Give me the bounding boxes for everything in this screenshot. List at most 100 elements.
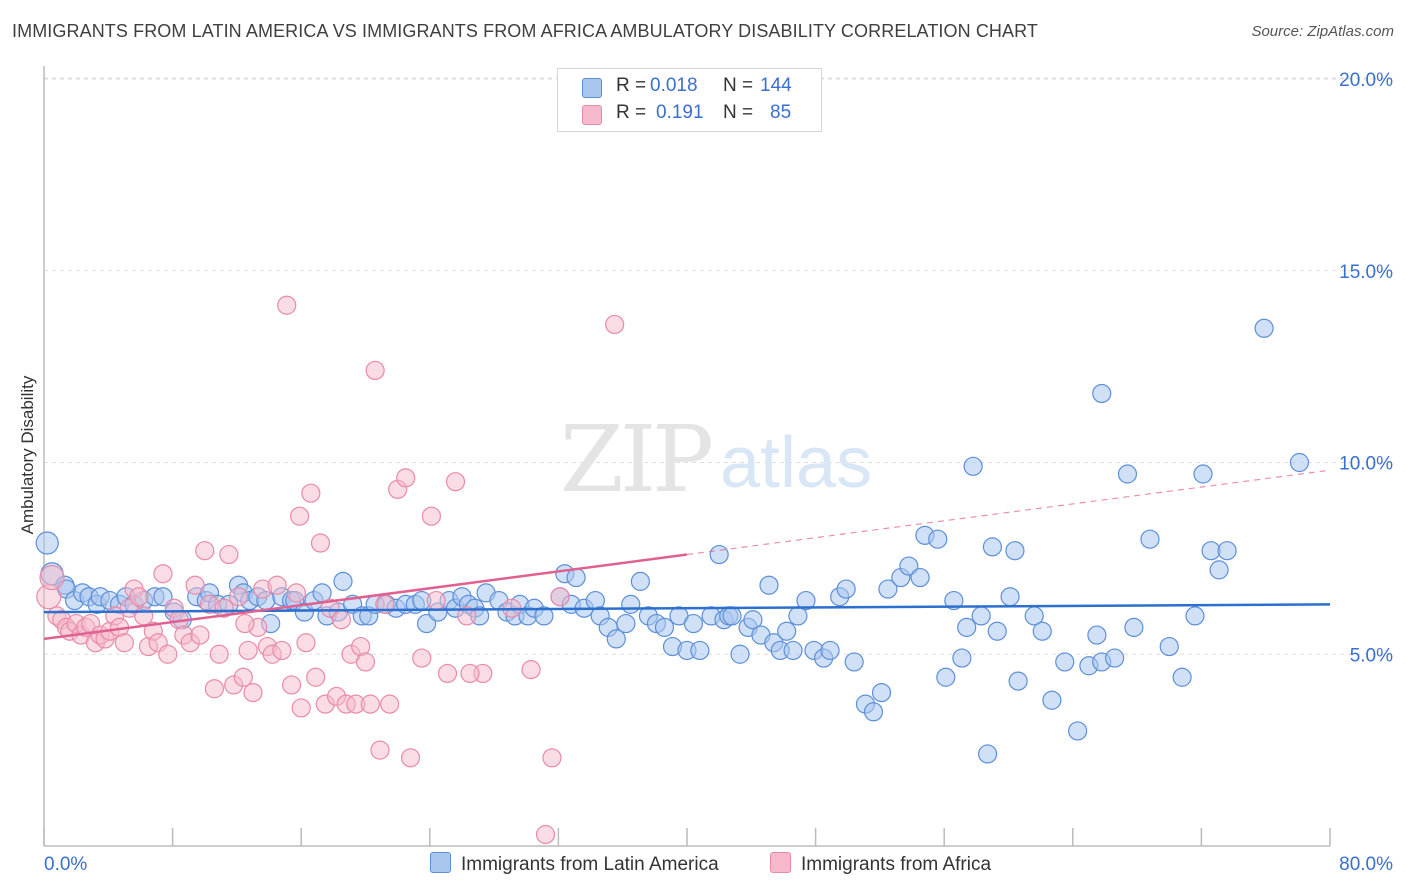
data-point-africa xyxy=(310,533,331,553)
data-point-latin-america xyxy=(844,652,864,672)
data-point-latin-america xyxy=(722,606,742,626)
data-point-latin-america xyxy=(978,744,998,764)
data-point-latin-america xyxy=(730,644,750,664)
data-point-latin-america xyxy=(1087,625,1107,645)
y-tick-label: 20.0% xyxy=(1339,70,1393,91)
data-point-latin-america xyxy=(952,648,972,668)
data-point-africa xyxy=(214,598,234,618)
trend-lines xyxy=(43,469,1331,641)
chart-title: IMMIGRANTS FROM LATIN AMERICA VS IMMIGRA… xyxy=(12,21,1038,41)
data-point-africa xyxy=(355,652,376,672)
data-point-latin-america xyxy=(836,579,856,599)
data-point-latin-america xyxy=(1092,383,1112,404)
legend-item-latin-america[interactable]: Immigrants from Latin America xyxy=(430,852,719,876)
data-point-africa xyxy=(267,575,287,595)
data-point-africa xyxy=(426,590,446,611)
data-point-latin-america xyxy=(1201,541,1221,561)
data-point-africa xyxy=(457,606,477,626)
legend-item-africa[interactable]: Immigrants from Africa xyxy=(770,852,991,876)
data-point-latin-america xyxy=(957,617,977,638)
data-point-africa xyxy=(289,506,310,526)
data-point-africa xyxy=(277,295,297,315)
data-point-latin-america xyxy=(1254,318,1274,338)
legend-r-value: 0.191 xyxy=(656,102,704,123)
data-point-latin-america xyxy=(690,640,710,661)
data-point-latin-america xyxy=(534,606,554,626)
series-africa-points xyxy=(36,295,625,845)
data-point-africa xyxy=(360,694,380,714)
data-point-latin-america xyxy=(1289,452,1310,473)
data-point-africa xyxy=(204,679,224,699)
data-point-latin-america xyxy=(1217,541,1237,561)
data-point-latin-america xyxy=(333,571,353,591)
data-point-latin-america xyxy=(630,571,650,591)
data-point-latin-america xyxy=(759,575,779,595)
data-point-africa xyxy=(195,541,215,561)
data-point-latin-america xyxy=(616,613,636,634)
x-tick-label-right: 80.0% xyxy=(1339,854,1393,875)
data-point-africa xyxy=(550,587,570,607)
data-point-africa xyxy=(521,659,541,680)
axes xyxy=(43,66,1331,847)
data-point-latin-america xyxy=(1042,690,1062,710)
data-point-latin-america xyxy=(35,531,59,555)
data-point-africa xyxy=(190,625,210,645)
data-point-latin-america xyxy=(683,613,704,634)
data-point-latin-america xyxy=(606,629,626,649)
data-point-africa xyxy=(542,748,562,768)
series-latin-america-points xyxy=(35,318,1310,764)
legend-r-label: R = xyxy=(616,75,647,96)
data-point-latin-america xyxy=(863,702,884,722)
data-point-africa xyxy=(209,644,229,664)
data-point-latin-america xyxy=(566,567,586,588)
legend-n-label: N = xyxy=(723,102,754,123)
y-tick-label: 15.0% xyxy=(1339,262,1393,283)
data-point-latin-america xyxy=(928,529,948,549)
correlation-legend: R = 0.018 N = 144 R = 0.191 N = 85 xyxy=(557,68,822,132)
data-point-africa xyxy=(291,698,311,718)
legend-swatch-pink xyxy=(582,105,602,125)
data-point-africa xyxy=(228,587,249,607)
data-point-africa xyxy=(281,675,302,695)
data-point-latin-america xyxy=(1104,648,1125,668)
data-point-latin-america xyxy=(1055,652,1075,672)
data-point-latin-america xyxy=(878,579,898,599)
data-point-latin-america xyxy=(777,621,797,641)
data-point-latin-america xyxy=(871,682,892,703)
legend-r-label: R = xyxy=(616,102,647,123)
data-point-latin-america xyxy=(1005,541,1025,561)
data-point-latin-america xyxy=(1159,636,1179,657)
data-point-latin-america xyxy=(1172,667,1192,687)
series-legend: Immigrants from Latin America Immigrants… xyxy=(0,852,1406,878)
data-point-latin-america xyxy=(1193,464,1213,484)
data-point-latin-america xyxy=(783,640,803,661)
data-point-latin-america xyxy=(936,667,956,687)
data-point-latin-america xyxy=(1140,529,1160,549)
legend-swatch-blue xyxy=(430,852,451,873)
data-point-africa xyxy=(445,472,466,492)
watermark: ZIP atlas xyxy=(560,406,872,513)
data-point-africa xyxy=(412,648,432,668)
data-point-africa xyxy=(396,468,416,488)
data-point-africa xyxy=(238,640,258,661)
data-point-latin-america xyxy=(709,544,729,565)
legend-r-value: 0.018 xyxy=(650,75,698,96)
data-point-africa xyxy=(153,564,173,584)
data-point-africa xyxy=(296,633,316,653)
data-point-latin-america xyxy=(971,606,991,626)
data-point-africa xyxy=(460,663,480,684)
data-point-latin-america xyxy=(743,610,763,630)
data-point-latin-america xyxy=(1068,721,1088,741)
data-point-latin-america xyxy=(963,456,983,476)
data-point-latin-america xyxy=(1032,621,1052,641)
source-label: Source: ZipAtlas.com xyxy=(1251,23,1394,40)
data-point-africa xyxy=(535,824,556,845)
data-point-latin-america xyxy=(910,567,930,588)
data-point-latin-america xyxy=(987,621,1007,641)
data-point-latin-america xyxy=(416,613,437,634)
legend-swatch-blue xyxy=(582,78,602,98)
data-point-africa xyxy=(114,633,134,653)
watermark-atlas: atlas xyxy=(720,423,872,503)
data-point-latin-america xyxy=(1000,587,1020,607)
